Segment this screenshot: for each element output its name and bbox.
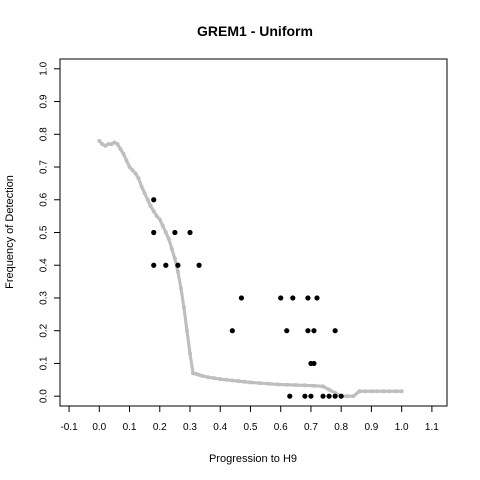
y-tick-label: 0.2 — [39, 323, 50, 337]
x-tick-label: 0.4 — [213, 422, 227, 433]
curve-point — [399, 389, 404, 394]
observed-point — [151, 262, 157, 268]
x-tick-label: 0.7 — [304, 422, 318, 433]
observed-point — [163, 262, 169, 268]
observed-point — [238, 295, 245, 301]
x-tick-label: 1.0 — [395, 422, 409, 433]
chart-title: GREM1 - Uniform — [197, 23, 313, 39]
x-tick-label: 0.1 — [123, 422, 137, 433]
y-tick-label: 0.0 — [39, 389, 50, 403]
observed-point — [332, 393, 338, 399]
observed-point — [314, 295, 320, 301]
curve-segment — [182, 306, 189, 333]
y-tick-label: 1.0 — [39, 61, 50, 75]
observed-point — [305, 328, 311, 334]
observed-point — [151, 197, 157, 203]
x-tick-label: 1.1 — [425, 422, 439, 433]
observed-point — [196, 262, 202, 268]
x-tick-label: 0.2 — [153, 422, 167, 433]
observed-point — [305, 295, 311, 301]
x-tick-label: 0.0 — [92, 422, 106, 433]
x-axis: -0.1 0.0 0.1 0.2 0.3 0.4 0.5 0.6 0.7 0.8 0.9 1.0 1.1 — [60, 406, 439, 433]
observed-point — [326, 393, 332, 399]
plot-frame — [59, 58, 448, 407]
curve-segment — [176, 270, 183, 290]
observed-point — [175, 262, 181, 268]
observed-point — [151, 229, 157, 236]
observed-point — [320, 393, 326, 399]
curve-segment — [188, 352, 195, 375]
x-tick-label: 0.5 — [244, 422, 258, 433]
y-tick-label: 0.7 — [39, 160, 50, 174]
observed-point — [284, 328, 290, 334]
gray-curve-series — [97, 138, 404, 399]
x-tick-label: 0.8 — [334, 422, 348, 433]
x-tick-label: -0.1 — [60, 422, 78, 433]
observed-point — [302, 393, 308, 399]
observed-point — [172, 229, 178, 236]
y-tick-label: 0.3 — [39, 291, 50, 305]
observed-point — [187, 229, 193, 236]
y-tick-label: 0.6 — [39, 192, 50, 206]
observed-point — [290, 295, 296, 301]
observed-point — [229, 328, 235, 334]
curve-segment — [179, 286, 186, 310]
observed-point — [338, 393, 344, 399]
observed-point — [332, 328, 338, 334]
observed-point — [278, 295, 284, 301]
x-tick-label: 0.9 — [364, 422, 378, 433]
observed-point — [287, 393, 293, 399]
x-axis-label: Progression to H9 — [209, 453, 297, 465]
y-tick-label: 0.8 — [39, 127, 50, 141]
observed-point — [311, 360, 317, 367]
y-axis-label: Frequency of Detection — [4, 175, 16, 289]
y-tick-label: 0.9 — [39, 94, 50, 108]
y-tick-label: 0.1 — [39, 356, 50, 370]
y-tick-label: 0.5 — [39, 225, 50, 239]
curve-segment — [185, 329, 192, 356]
observed-point — [311, 328, 317, 334]
y-tick-label: 0.4 — [39, 258, 50, 272]
observed-points-series — [151, 197, 344, 399]
observed-point — [308, 393, 314, 399]
y-axis: 0.0 0.1 0.2 0.3 0.4 0.5 0.6 0.7 0.8 0.9 1.0 — [39, 61, 60, 403]
x-tick-label: 0.3 — [183, 422, 197, 433]
x-tick-label: 0.6 — [274, 422, 288, 433]
